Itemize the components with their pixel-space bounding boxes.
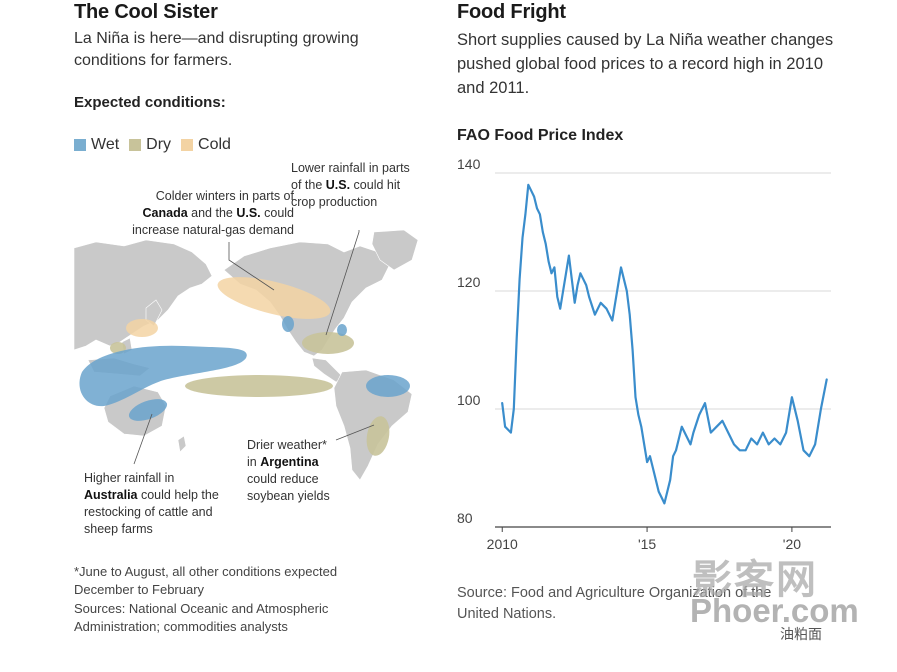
expected-heading: Expected conditions: <box>74 94 226 111</box>
callout-canada-bold1: Canada <box>142 206 188 220</box>
callout-australia: Higher rainfall in Australia could help … <box>84 470 244 538</box>
watermark-line2: Phoer.com <box>690 592 859 629</box>
callout-us-pre: of the <box>291 178 326 192</box>
chart-title: FAO Food Price Index <box>457 127 624 144</box>
callout-canada-line3: increase natural-gas demand <box>132 223 294 237</box>
legend-wet-swatch <box>74 139 86 151</box>
callout-us-bold: U.S. <box>325 178 351 192</box>
callout-canada-end: could <box>260 206 294 220</box>
callout-canada-line1: Colder winters in parts of <box>155 189 294 203</box>
callout-us-line1: Lower rainfall in parts <box>291 161 410 175</box>
chart-y-ticks: 80 100 120 140 <box>457 156 481 526</box>
y-tick-label: 120 <box>457 274 481 290</box>
zone-cold-canada <box>217 277 331 319</box>
x-tick-label: 2010 <box>487 536 518 552</box>
right-title: Food Fright <box>457 1 566 23</box>
callout-argentina-line3: could reduce <box>247 472 319 486</box>
map-legend: Wet Dry Cold <box>74 136 231 154</box>
zone-wet-us-east <box>337 324 347 336</box>
series-line-fao <box>501 183 828 505</box>
chart-grid <box>495 172 831 410</box>
zone-cold-japan <box>126 319 158 337</box>
left-title: The Cool Sister <box>74 1 218 23</box>
watermark-line1: 影客网 <box>692 557 818 603</box>
callout-australia-line1: Higher rainfall in <box>84 471 175 485</box>
leader-australia <box>133 413 153 465</box>
legend-cold: Cold <box>181 136 231 154</box>
zone-dry-us <box>302 332 354 354</box>
land-japan <box>145 299 163 327</box>
chart-x-axis: 2010 '15 '20 <box>487 526 831 552</box>
zone-wet-maritime <box>79 345 247 407</box>
callout-australia-post: could help the <box>137 488 219 502</box>
left-subtitle: La Niña is here—and disrupting growing c… <box>74 30 359 69</box>
callout-argentina-line1: Drier weather* <box>247 438 327 452</box>
legend-dry-label: Dry <box>146 136 172 153</box>
left-sources: Sources: National Oceanic and Atmospheri… <box>74 601 329 634</box>
legend-cold-swatch <box>181 139 194 151</box>
callout-australia-line4: sheep farms <box>84 522 153 536</box>
legend-wet-label: Wet <box>91 136 120 153</box>
callout-argentina-pre: in <box>247 455 261 469</box>
footnote: *June to August, all other conditions ex… <box>74 564 338 597</box>
zone-dry-argentina <box>366 416 390 456</box>
right-source: Source: Food and Agriculture Organizatio… <box>457 585 772 622</box>
land-greenland <box>371 230 419 271</box>
leader-canada <box>228 242 275 291</box>
callout-canada: Colder winters in parts of Canada and th… <box>114 188 294 239</box>
y-tick-label: 80 <box>457 510 473 526</box>
fao-chart: 80 100 120 140 2010 '15 '20 <box>457 156 831 552</box>
callout-us: Lower rainfall in parts of the U.S. coul… <box>291 160 431 211</box>
land-asia <box>74 239 213 351</box>
right-subtitle: Short supplies caused by La Niña weather… <box>457 31 834 97</box>
callout-argentina: Drier weather* in Argentina could reduce… <box>247 437 357 505</box>
land-nz <box>177 435 187 453</box>
callout-australia-line3: restocking of cattle and <box>84 505 213 519</box>
leader-argentina <box>335 424 375 441</box>
callout-argentina-line4: soybean yields <box>247 489 330 503</box>
callout-canada-bold2: U.S. <box>236 206 261 220</box>
x-tick-label: '15 <box>638 536 656 552</box>
zone-dry-pacific <box>185 375 333 397</box>
legend-wet: Wet <box>74 136 119 154</box>
legend-cold-label: Cold <box>198 136 231 153</box>
x-tick-label: '20 <box>783 536 801 552</box>
callout-us-post: could hit <box>350 178 401 192</box>
world-map <box>74 230 419 480</box>
y-tick-label: 140 <box>457 156 481 172</box>
callout-argentina-bold: Argentina <box>260 455 319 469</box>
legend-dry: Dry <box>129 136 171 154</box>
right-panel: Food Fright Short supplies caused by La … <box>457 0 857 622</box>
zone-wet-brazil <box>366 375 410 397</box>
callout-us-line3: crop production <box>291 195 378 209</box>
legend-dry-swatch <box>129 139 142 151</box>
zone-wet-australia <box>128 399 168 421</box>
left-panel: The Cool Sister La Niña is here—and disr… <box>74 0 424 634</box>
watermark-line3: 油粕面 <box>780 627 822 643</box>
zone-wet-us-west <box>282 316 294 332</box>
callout-canada-mid: and the <box>187 206 237 220</box>
callout-australia-bold: Australia <box>84 488 138 502</box>
y-tick-label: 100 <box>457 392 481 408</box>
leader-us <box>325 230 360 336</box>
